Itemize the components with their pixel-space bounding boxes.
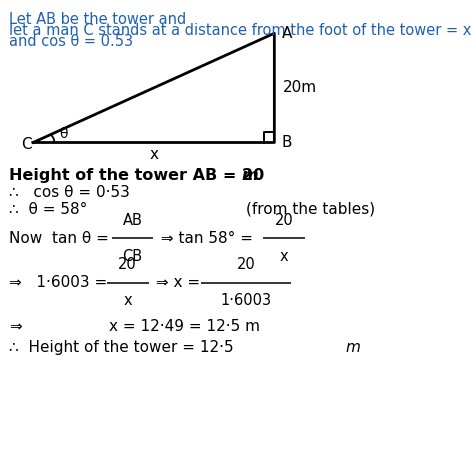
Text: (from the tables): (from the tables) xyxy=(246,201,375,217)
Text: 20m: 20m xyxy=(283,80,317,95)
Text: ⇒: ⇒ xyxy=(9,319,22,334)
Text: 1·6003: 1·6003 xyxy=(220,293,272,308)
Text: x: x xyxy=(280,249,288,264)
Text: x: x xyxy=(149,147,158,162)
Text: 20: 20 xyxy=(236,257,255,272)
Text: CB: CB xyxy=(123,249,142,264)
Text: C: C xyxy=(21,137,32,152)
Text: B: B xyxy=(281,135,292,150)
Text: A: A xyxy=(281,26,292,41)
Text: ⇒ tan 58° =: ⇒ tan 58° = xyxy=(156,231,258,246)
Text: Height of the tower AB = 20: Height of the tower AB = 20 xyxy=(9,168,271,183)
Text: ∴  θ = 58°: ∴ θ = 58° xyxy=(9,201,88,217)
Text: x = 12·49 = 12·5 m: x = 12·49 = 12·5 m xyxy=(109,319,260,334)
Text: let a man C stands at a distance from the foot of the tower = x m: let a man C stands at a distance from th… xyxy=(9,23,473,38)
Text: AB: AB xyxy=(123,213,142,228)
Text: θ: θ xyxy=(59,127,68,141)
Text: x: x xyxy=(123,293,132,308)
Text: ∴  Height of the tower = 12·5: ∴ Height of the tower = 12·5 xyxy=(9,340,234,355)
Text: ⇒   1·6003 =: ⇒ 1·6003 = xyxy=(9,275,113,290)
Text: ⇒ x =: ⇒ x = xyxy=(151,275,205,290)
Text: m: m xyxy=(241,168,258,183)
Text: Let AB be the tower and: Let AB be the tower and xyxy=(9,12,187,27)
Text: Now  tan θ =: Now tan θ = xyxy=(9,231,114,246)
Text: 20: 20 xyxy=(274,213,293,228)
Text: m: m xyxy=(345,340,360,355)
Text: 20: 20 xyxy=(118,257,137,272)
Text: ∴   cos θ = 0·53: ∴ cos θ = 0·53 xyxy=(9,185,131,200)
Text: and cos θ = 0.53: and cos θ = 0.53 xyxy=(9,34,133,49)
